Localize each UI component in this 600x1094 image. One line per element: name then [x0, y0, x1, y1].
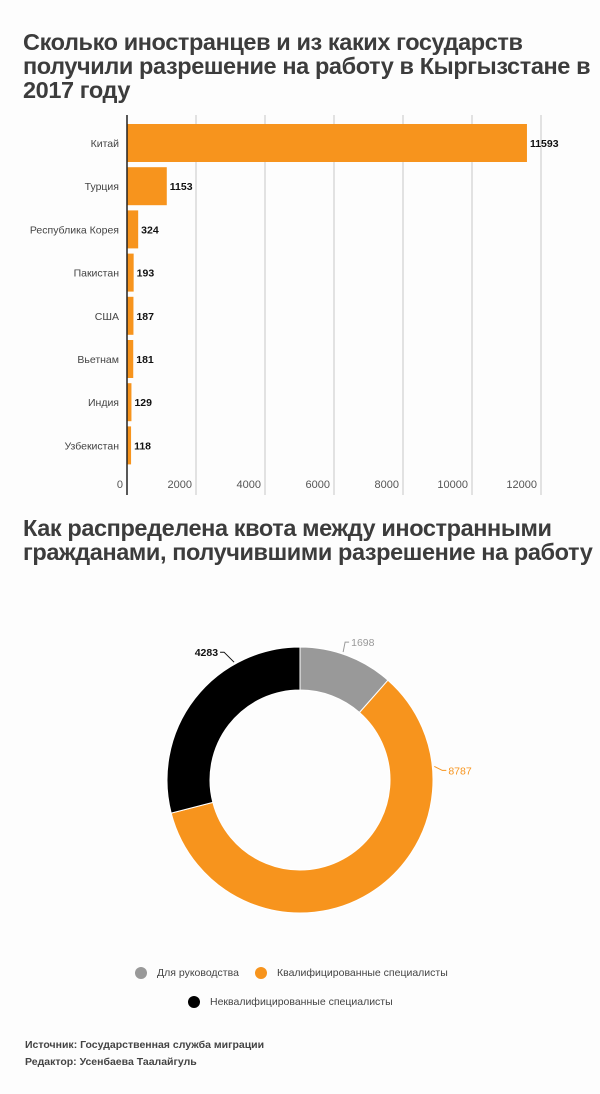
value-label: 181	[136, 354, 154, 366]
bar	[127, 296, 134, 335]
legend-item-qualified: Квалифицированные специалисты	[255, 967, 448, 979]
bar	[127, 383, 132, 422]
slice-value-label: 8787	[448, 765, 472, 777]
category-label: Пакистан	[74, 268, 120, 280]
slice-leader-line	[434, 765, 447, 771]
x-tick-label: 8000	[375, 479, 399, 491]
slice-leader-line	[220, 651, 235, 663]
legend-label: Для руководства	[157, 967, 239, 979]
bar	[127, 167, 167, 206]
x-tick-label: 10000	[437, 479, 468, 491]
x-tick-label: 2000	[168, 479, 192, 491]
legend-item-management: Для руководства	[135, 967, 239, 979]
legend-dot-black-icon	[188, 996, 200, 1008]
slice-leader-line	[342, 641, 350, 653]
value-label: 129	[134, 397, 152, 409]
value-label: 11593	[530, 138, 559, 150]
category-label: Индия	[88, 397, 119, 409]
slice-value-label: 1698	[351, 637, 375, 649]
legend-dot-gray-icon	[135, 967, 147, 979]
editor-note: Редактор: Усенбаева Таалайгуль	[25, 1056, 197, 1068]
category-label: Турция	[85, 181, 119, 193]
legend-label: Квалифицированные специалисты	[277, 967, 448, 979]
category-label: Узбекистан	[64, 440, 119, 452]
x-tick-label: 6000	[306, 479, 330, 491]
legend-dot-orange-icon	[255, 967, 267, 979]
bar	[127, 210, 139, 249]
category-label: США	[95, 311, 119, 323]
x-tick-label: 12000	[506, 479, 537, 491]
donut-chart: 1698 8787 4283	[166, 637, 472, 914]
donut-slice	[166, 646, 301, 814]
category-label: Вьетнам	[77, 354, 119, 366]
value-label: 187	[136, 311, 154, 323]
x-tick-label: 4000	[237, 479, 261, 491]
donut-slice	[170, 679, 434, 914]
value-label: 193	[137, 268, 155, 280]
legend-item-unqualified: Неквалифицированные специалисты	[188, 996, 393, 1008]
bar-chart: 0 2000 4000 6000 8000 10000 12000 Китай 11593 Тур…	[30, 115, 559, 495]
value-label: 1153	[170, 181, 193, 193]
bar	[127, 340, 134, 378]
bar	[127, 426, 132, 465]
value-label: 324	[141, 224, 159, 236]
value-label: 118	[134, 440, 151, 452]
bar	[127, 253, 134, 292]
donut-chart-title: Как распределена квота между иностранным…	[23, 515, 593, 565]
legend-label: Неквалифицированные специалисты	[210, 996, 393, 1008]
bar-chart-title: Сколько иностранцев и из каких государст…	[23, 29, 591, 103]
source-note: Источник: Государственная служба миграци…	[25, 1039, 265, 1051]
x-tick-label: 0	[117, 479, 123, 491]
slice-value-label: 4283	[195, 647, 219, 659]
bar	[127, 124, 527, 162]
category-label: Республика Корея	[30, 224, 119, 236]
category-label: Китай	[91, 138, 120, 150]
